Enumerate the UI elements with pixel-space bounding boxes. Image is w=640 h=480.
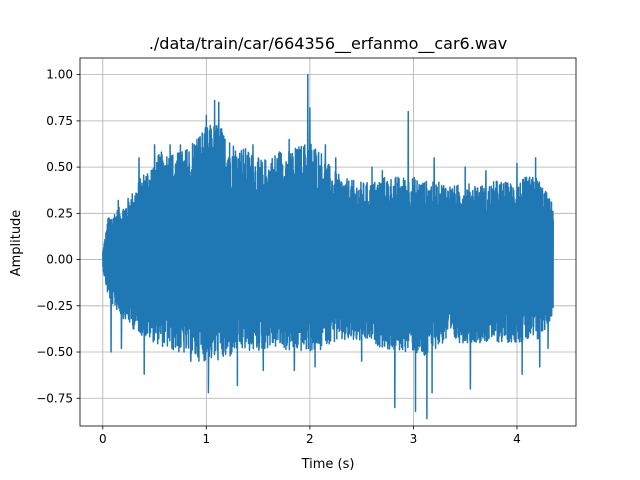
y-tick-label: 0.75 [46, 114, 73, 128]
y-tick-label: −0.50 [36, 345, 73, 359]
chart-title: ./data/train/car/664356__erfanmo__car6.w… [149, 34, 507, 54]
y-tick-label: 0.00 [46, 253, 73, 267]
y-tick-label: 1.00 [46, 68, 73, 82]
axes-frame [79, 57, 577, 427]
plot-area [102, 73, 554, 420]
y-tick-label: −0.25 [36, 299, 73, 313]
x-tick-label: 1 [203, 432, 211, 446]
x-tick-label: 3 [410, 432, 418, 446]
waveform-line [102, 73, 554, 420]
x-axis-label: Time (s) [301, 457, 355, 472]
x-axis: 0 1 2 3 4 [99, 426, 521, 446]
y-axis-label: Amplitude [9, 210, 24, 277]
x-tick-label: 4 [513, 432, 521, 446]
y-tick-label: −0.75 [36, 391, 73, 405]
y-tick-label: 0.50 [46, 160, 73, 174]
x-tick-label: 0 [99, 432, 107, 446]
x-tick-label: 2 [306, 432, 314, 446]
y-axis: −0.75 −0.50 −0.25 0.00 0.25 0.50 0.75 1.00 [36, 68, 80, 405]
y-tick-label: 0.25 [46, 206, 73, 220]
